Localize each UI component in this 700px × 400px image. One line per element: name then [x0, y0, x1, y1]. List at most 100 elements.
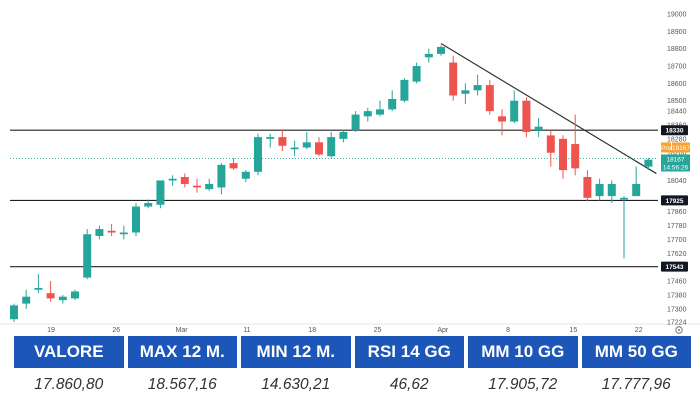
candle [278, 130, 287, 152]
candle-body [290, 147, 299, 150]
pre-market-price-box [672, 142, 690, 153]
candle [559, 135, 567, 179]
candle-body [388, 98, 397, 110]
candle-body [193, 185, 201, 188]
candle [58, 294, 67, 304]
candle [571, 114, 580, 176]
candle-body [534, 126, 543, 131]
candle [180, 173, 189, 188]
candle-body [632, 183, 641, 197]
candle [71, 289, 79, 301]
level-label-box [661, 261, 688, 272]
candle [168, 175, 177, 186]
y-tick-label: 17224 [667, 320, 687, 327]
candle-body [119, 232, 128, 235]
stats-value-rsi: 46,62 [354, 368, 464, 400]
candle [449, 55, 458, 101]
candle [510, 90, 519, 124]
candle-body [107, 230, 116, 233]
x-tick-label: Mar [176, 327, 189, 334]
candle-body [156, 180, 165, 205]
candle [376, 100, 384, 117]
candle-body [363, 111, 372, 117]
y-tick-label: 17460 [667, 279, 687, 286]
x-tick-label: 25 [374, 327, 382, 334]
candle [254, 133, 262, 176]
candle [34, 274, 43, 294]
candle [266, 133, 275, 148]
candle-body [132, 206, 140, 233]
x-tick-label: 15 [570, 327, 578, 334]
candle-body [522, 100, 531, 132]
stats-header-max: MAX 12 M. [127, 336, 237, 368]
candle [388, 90, 397, 112]
candle [412, 62, 421, 84]
candle [119, 225, 128, 240]
candle-body [571, 144, 580, 169]
candle-body [498, 116, 506, 122]
pre-market-price: 18167 [672, 145, 690, 152]
y-tick-label: 17780 [667, 223, 687, 230]
candle [485, 79, 494, 115]
candle-body [424, 53, 433, 58]
candle [290, 140, 299, 157]
candle [522, 97, 531, 138]
x-tick-label: 8 [506, 327, 510, 334]
candle-body [607, 183, 616, 197]
settings-icon[interactable] [675, 326, 683, 334]
y-tick-label: 18200 [667, 150, 687, 157]
candle-body [168, 178, 177, 181]
candle [83, 229, 92, 280]
candle-body [229, 163, 238, 169]
candle-body [461, 90, 470, 94]
candles-layer [10, 45, 653, 322]
candle-body [22, 296, 31, 304]
candle-body [327, 137, 336, 157]
y-tick-label: 17620 [667, 251, 687, 258]
candle [229, 157, 238, 171]
candle-body [58, 296, 67, 301]
y-tick-label: 18280 [667, 136, 687, 143]
candle [620, 196, 628, 259]
y-tick-label: 17380 [667, 292, 687, 299]
x-tick-label: 19 [47, 327, 55, 334]
stats-value-row: 17.860,80 18.567,16 14.630,21 46,62 17.9… [14, 368, 691, 400]
candle [241, 170, 250, 183]
candle-body [510, 100, 519, 122]
trendline [440, 42, 657, 175]
candle-body [10, 305, 18, 320]
candle [217, 163, 226, 195]
candlestick-chart: 1722417300173801746017540176201770017780… [0, 11, 700, 334]
stats-value-min: 14.630,21 [241, 368, 351, 400]
level-label-box [661, 195, 688, 206]
candle [107, 223, 116, 236]
candle [595, 178, 604, 201]
candle [498, 109, 506, 136]
y-tick-label: 18600 [667, 81, 687, 88]
candle [534, 118, 543, 138]
candle-body [254, 137, 262, 172]
candle-body [351, 114, 360, 131]
candle [46, 281, 55, 302]
candle [144, 199, 153, 209]
current-price-countdown: 14:56:26 [663, 164, 689, 171]
y-tick-label: 18900 [667, 29, 687, 36]
y-tick-label: 18500 [667, 98, 687, 105]
chart-canvas: 1722417300173801746017540176201770017780… [0, 11, 700, 334]
stats-header-mm10: MM 10 GG [468, 336, 578, 368]
current-price-box [661, 154, 690, 172]
candle-body [83, 234, 92, 278]
x-axis: 19 26 Mar 11 18 25 Apr 8 15 22 [47, 327, 643, 334]
candle [22, 289, 31, 309]
x-tick-label: 22 [635, 327, 643, 334]
candle [424, 48, 433, 63]
level-label: 17543 [665, 264, 683, 271]
level-label: 17925 [665, 198, 683, 205]
stats-header-row: VALORE MAX 12 M. MIN 12 M. RSI 14 GG MM … [14, 336, 691, 368]
trendline-layer [440, 42, 657, 175]
y-tick-label: 18800 [667, 46, 687, 53]
candle-body [583, 177, 592, 198]
candle [607, 180, 616, 204]
candle [351, 111, 360, 132]
